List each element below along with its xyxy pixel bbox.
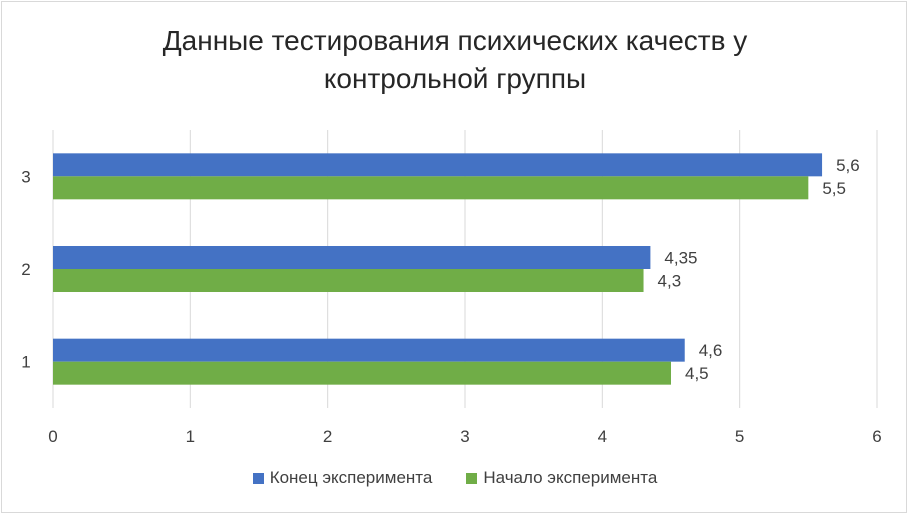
x-tick-label: 0 [48,427,57,446]
data-label: 4,3 [658,272,682,291]
bar-end-1 [53,338,685,362]
legend-item-end: Конец эксперимента [252,468,433,488]
y-tick-label: 1 [21,353,30,372]
chart-title: Данные тестирования психических качеств … [2,22,908,98]
data-label: 4,5 [685,364,709,383]
x-tick-label: 2 [323,427,332,446]
chart-title-line2: контрольной группы [323,63,587,94]
y-tick-label: 3 [21,167,30,186]
x-tick-label: 1 [186,427,195,446]
bar-start-1 [53,361,671,385]
data-label: 4,6 [699,341,723,360]
data-label: 5,5 [822,179,846,198]
bar-start-2 [53,269,644,292]
x-tick-label: 4 [598,427,607,446]
data-label: 4,35 [664,249,697,268]
x-tick-label: 5 [735,427,744,446]
legend-label-end: Конец эксперимента [269,468,433,487]
bar-start-3 [53,176,809,200]
bar-end-2 [53,246,651,269]
legend: Конец эксперимента Начало эксперимента [2,468,908,488]
legend-item-start: Начало эксперимента [466,468,657,488]
legend-label-start: Начало эксперимента [483,468,658,487]
bar-end-3 [53,153,823,177]
legend-swatch-start [466,472,478,484]
y-tick-label: 2 [21,260,30,279]
data-label: 5,6 [836,156,860,175]
x-tick-label: 3 [460,427,469,446]
chart-title-line1: Данные тестирования психических качеств … [162,25,748,56]
legend-swatch-end [252,472,264,484]
x-tick-label: 6 [872,427,881,446]
